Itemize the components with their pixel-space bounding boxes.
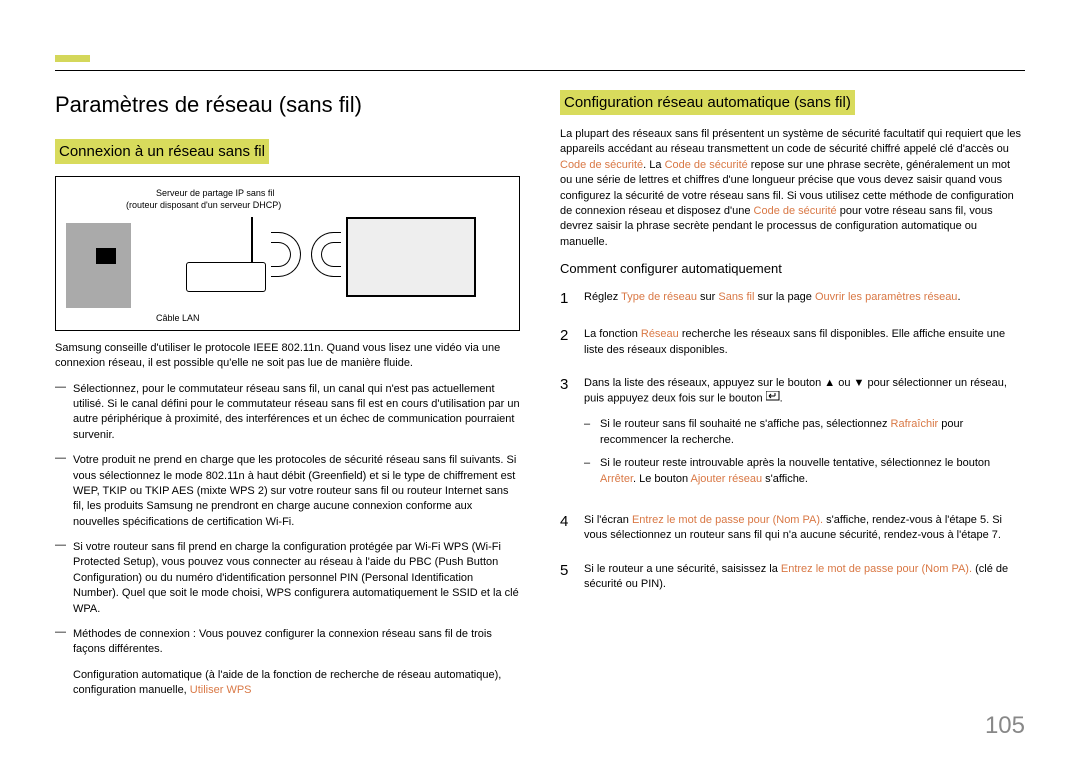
- step-number: 1: [560, 288, 572, 309]
- right-column: Configuration réseau automatique (sans f…: [560, 90, 1025, 705]
- step-4: 4 Si l'écran Entrez le mot de passe pour…: [560, 511, 1025, 544]
- left-column: Paramètres de réseau (sans fil) Connexio…: [55, 90, 520, 705]
- diagram-wave-in-inner: [321, 242, 341, 267]
- left-intro: Samsung conseille d'utiliser le protocol…: [55, 341, 520, 372]
- left-bullet-3: Si votre routeur sans fil prend en charg…: [55, 540, 520, 617]
- step-3: 3 Dans la liste des réseaux, appuyez sur…: [560, 374, 1025, 495]
- diagram-wall: [66, 223, 131, 308]
- step-3-sublist: Si le routeur sans fil souhaité ne s'aff…: [584, 417, 1025, 487]
- left-bullet-4: Méthodes de connexion : Vous pouvez conf…: [55, 627, 520, 658]
- right-intro: La plupart des réseaux sans fil présente…: [560, 127, 1025, 250]
- step-1: 1 Réglez Type de réseau sur Sans fil sur…: [560, 288, 1025, 309]
- left-bullet-2: Votre produit ne prend en charge que les…: [55, 453, 520, 530]
- diagram-dhcp-label: (routeur disposant d'un serveur DHCP): [126, 199, 281, 212]
- step-3-sub-1: Si le routeur sans fil souhaité ne s'aff…: [584, 417, 1025, 448]
- page-title: Paramètres de réseau (sans fil): [55, 90, 520, 121]
- diagram-cable-label: Câble LAN: [156, 312, 200, 325]
- left-bullet-list: Sélectionnez, pour le commutateur réseau…: [55, 382, 520, 658]
- enter-icon: [766, 391, 780, 406]
- left-footer-accent: Utiliser WPS: [190, 684, 252, 696]
- right-subheading: Comment configurer automatiquement: [560, 260, 1025, 278]
- diagram-server-label: Serveur de partage IP sans fil: [156, 187, 274, 200]
- steps-list: 1 Réglez Type de réseau sur Sans fil sur…: [560, 288, 1025, 592]
- step-3-sub-2: Si le routeur reste introuvable après la…: [584, 456, 1025, 487]
- left-footer: Configuration automatique (à l'aide de l…: [55, 668, 520, 699]
- diagram-monitor: [346, 217, 476, 297]
- header-accent-bar: [55, 55, 90, 62]
- step-2: 2 La fonction Réseau recherche les résea…: [560, 325, 1025, 358]
- step-number: 4: [560, 511, 572, 544]
- right-heading: Configuration réseau automatique (sans f…: [560, 90, 855, 115]
- left-footer-text: Configuration automatique (à l'aide de l…: [73, 669, 501, 696]
- network-diagram: Serveur de partage IP sans fil (routeur …: [55, 176, 520, 331]
- diagram-antenna: [251, 217, 253, 262]
- step-number: 2: [560, 325, 572, 358]
- step-number: 5: [560, 560, 572, 593]
- step-number: 3: [560, 374, 572, 495]
- header-rule: [55, 70, 1025, 71]
- step-5: 5 Si le routeur a une sécurité, saisisse…: [560, 560, 1025, 593]
- left-heading: Connexion à un réseau sans fil: [55, 139, 269, 164]
- left-bullet-1: Sélectionnez, pour le commutateur réseau…: [55, 382, 520, 444]
- diagram-router: [186, 262, 266, 292]
- page-number: 105: [985, 709, 1025, 743]
